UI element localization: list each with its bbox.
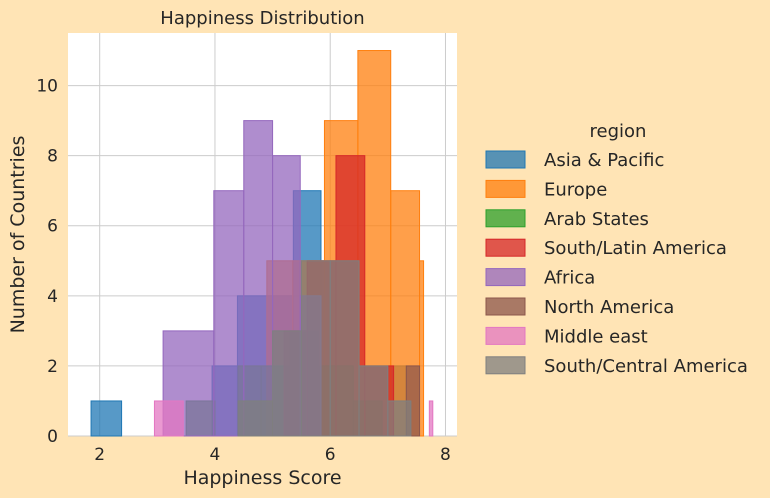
legend-label: North America [544, 297, 674, 318]
legend-label: Middle east [544, 326, 648, 347]
x-tick-label: 2 [94, 445, 105, 465]
histogram-bars [90, 50, 434, 437]
histogram-bar [153, 400, 184, 437]
x-tick-label: 6 [325, 445, 336, 465]
legend-label: Arab States [544, 209, 649, 230]
x-axis-title: Happiness Score [183, 467, 341, 489]
legend: region Asia & Pacific Europe Arab States So… [485, 121, 748, 377]
legend-swatch [485, 297, 526, 316]
legend-swatch [485, 150, 526, 169]
histogram-bar [329, 260, 360, 437]
legend-swatch [485, 268, 526, 287]
x-tick-label: 8 [440, 445, 451, 465]
y-tick-label: 2 [47, 357, 58, 377]
y-axis-title: Number of Countries [7, 136, 29, 334]
legend-swatch [485, 238, 526, 257]
legend-label: Africa [544, 268, 595, 289]
histogram-bar [272, 330, 302, 437]
y-tick-label: 0 [47, 427, 58, 447]
series-south-central-america [237, 260, 412, 437]
legend-swatch [485, 356, 526, 375]
histogram-bar [419, 260, 425, 437]
histogram-bar [213, 190, 245, 437]
legend-label: South/Latin America [544, 238, 727, 259]
histogram-bar [300, 260, 331, 437]
histogram-bar [90, 400, 123, 437]
histogram-bar [243, 120, 274, 437]
y-tick-label: 6 [47, 217, 58, 237]
legend-swatch [485, 326, 526, 345]
series-middle-east [153, 400, 434, 437]
chart-title: Happiness Distribution [160, 8, 364, 29]
y-tick-label: 10 [36, 77, 58, 97]
legend-label: Europe [544, 179, 607, 200]
y-tick-label: 4 [47, 287, 58, 307]
x-tick-label: 4 [210, 445, 221, 465]
legend-title: region [590, 121, 647, 142]
legend-label: South/Central America [544, 356, 748, 377]
legend-label: Asia & Pacific [544, 150, 664, 171]
histogram-bar [387, 400, 412, 437]
legend-swatch [485, 179, 526, 198]
y-tick-label: 8 [47, 147, 58, 167]
histogram-bar [358, 365, 389, 437]
histogram-bar [428, 400, 434, 437]
axis-ticks: 2 4 6 8 0 2 4 6 8 10 [36, 77, 451, 465]
histogram-bar [237, 400, 274, 437]
legend-swatch [485, 209, 526, 228]
